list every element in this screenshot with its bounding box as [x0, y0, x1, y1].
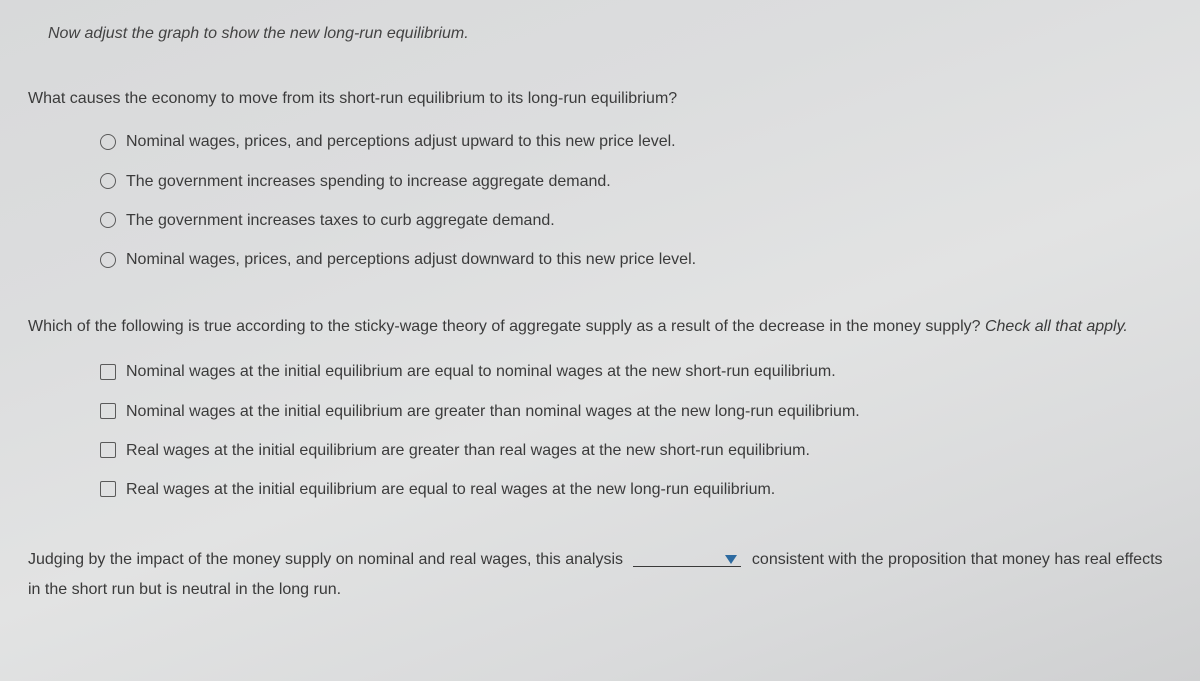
radio-icon[interactable]: [100, 173, 116, 189]
radio-icon[interactable]: [100, 134, 116, 150]
question-1-options: Nominal wages, prices, and perceptions a…: [100, 130, 1172, 271]
q1-option-1[interactable]: Nominal wages, prices, and perceptions a…: [100, 130, 1172, 153]
q2-option-2[interactable]: Nominal wages at the initial equilibrium…: [100, 400, 1172, 423]
q1-option-2-label: The government increases spending to inc…: [126, 170, 611, 193]
radio-icon[interactable]: [100, 252, 116, 268]
question-2-prompt: Which of the following is true according…: [28, 315, 1172, 338]
q2-option-4[interactable]: Real wages at the initial equilibrium ar…: [100, 478, 1172, 501]
q1-option-4[interactable]: Nominal wages, prices, and perceptions a…: [100, 248, 1172, 271]
checkbox-icon[interactable]: [100, 364, 116, 380]
q1-option-3[interactable]: The government increases taxes to curb a…: [100, 209, 1172, 232]
q1-option-3-label: The government increases taxes to curb a…: [126, 209, 555, 232]
q2-prompt-italic: Check all that apply.: [985, 318, 1128, 335]
q3-dropdown[interactable]: [633, 555, 741, 567]
graph-adjust-instruction: Now adjust the graph to show the new lon…: [48, 22, 1172, 45]
radio-icon[interactable]: [100, 212, 116, 228]
chevron-down-icon: [725, 555, 737, 564]
q1-option-2[interactable]: The government increases spending to inc…: [100, 170, 1172, 193]
q2-prompt-text: Which of the following is true according…: [28, 318, 985, 335]
checkbox-icon[interactable]: [100, 403, 116, 419]
q2-option-3-label: Real wages at the initial equilibrium ar…: [126, 439, 810, 462]
q2-option-4-label: Real wages at the initial equilibrium ar…: [126, 478, 775, 501]
question-2-options: Nominal wages at the initial equilibrium…: [100, 360, 1172, 501]
checkbox-icon[interactable]: [100, 481, 116, 497]
q2-option-1[interactable]: Nominal wages at the initial equilibrium…: [100, 360, 1172, 383]
q2-option-3[interactable]: Real wages at the initial equilibrium ar…: [100, 439, 1172, 462]
question-1-prompt: What causes the economy to move from its…: [28, 87, 1172, 110]
q2-option-1-label: Nominal wages at the initial equilibrium…: [126, 360, 836, 383]
q1-option-4-label: Nominal wages, prices, and perceptions a…: [126, 248, 696, 271]
question-3-sentence: Judging by the impact of the money suppl…: [28, 545, 1172, 606]
q3-text-before: Judging by the impact of the money suppl…: [28, 551, 623, 568]
q2-option-2-label: Nominal wages at the initial equilibrium…: [126, 400, 860, 423]
checkbox-icon[interactable]: [100, 442, 116, 458]
q1-option-1-label: Nominal wages, prices, and perceptions a…: [126, 130, 676, 153]
